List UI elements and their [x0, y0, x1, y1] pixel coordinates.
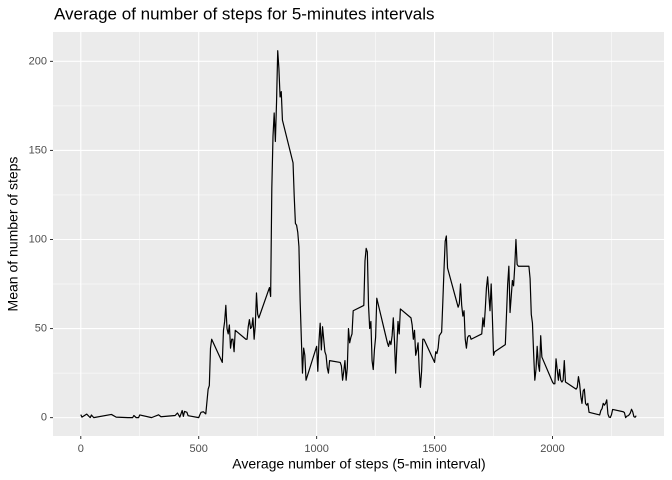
x-tick-label: 500	[190, 443, 208, 455]
panel	[53, 32, 664, 436]
y-tick-label: 100	[29, 233, 47, 245]
x-tick-label: 1500	[422, 443, 446, 455]
y-tick-label: 0	[41, 412, 47, 424]
y-tick-label: 50	[35, 322, 47, 334]
x-tick-label: 1000	[304, 443, 328, 455]
y-axis-label: Mean of number of steps	[5, 157, 21, 312]
x-axis-label: Average number of steps (5-min interval)	[232, 456, 485, 472]
y-tick-label: 200	[29, 55, 47, 67]
x-tick-label: 0	[78, 443, 84, 455]
chart-title: Average of number of steps for 5-minutes…	[54, 4, 434, 23]
data-line	[80, 50, 637, 419]
y-tick-label: 150	[29, 144, 47, 156]
x-tick-label: 2000	[540, 443, 564, 455]
